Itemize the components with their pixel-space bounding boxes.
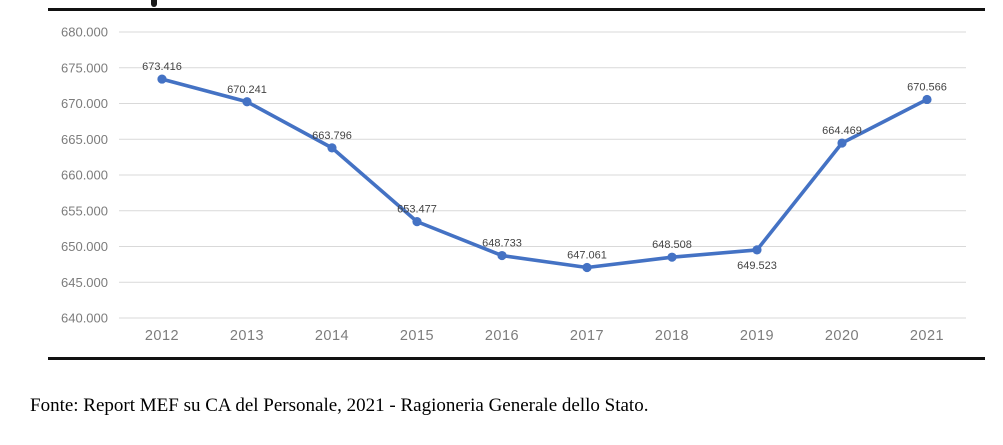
data-point-label: 653.477 <box>397 204 437 216</box>
y-tick-label: 665.000 <box>61 132 108 147</box>
y-tick-label: 640.000 <box>61 311 108 326</box>
y-tick-label: 670.000 <box>61 96 108 111</box>
x-tick-label: 2020 <box>825 328 859 344</box>
data-point-label: 670.241 <box>227 84 267 96</box>
data-point-label: 648.508 <box>652 239 692 251</box>
x-tick-label: 2013 <box>230 328 264 344</box>
x-tick-label: 2018 <box>655 328 689 344</box>
data-point-label: 663.796 <box>312 130 352 142</box>
series-line <box>160 77 929 270</box>
line-chart: 680.000 675.000 670.000 665.000 660.000 655.0… <box>61 25 966 344</box>
x-tick-label: 2015 <box>400 328 434 344</box>
bottom-border-rule <box>48 357 985 360</box>
top-border-rule <box>48 8 985 11</box>
data-point-marker <box>752 245 762 255</box>
data-point-label: 670.566 <box>907 81 947 93</box>
x-tick-label: 2014 <box>315 328 349 344</box>
data-point-marker <box>922 94 932 105</box>
data-point-label: 649.523 <box>737 260 777 272</box>
x-tick-label: 2021 <box>910 328 944 344</box>
data-point-label: 647.061 <box>567 250 607 262</box>
x-tick-label: 2012 <box>145 328 179 344</box>
y-tick-label: 675.000 <box>61 60 108 75</box>
data-point-marker <box>667 252 677 262</box>
x-tick-label: 2017 <box>570 328 604 344</box>
data-point-label: 648.733 <box>482 238 522 250</box>
y-tick-label: 650.000 <box>61 239 108 254</box>
source-note: Fonte: Report MEF su CA del Personale, 2… <box>30 395 649 416</box>
cropped-title-fragment <box>151 0 157 7</box>
data-point-label: 673.416 <box>142 61 182 73</box>
data-point-marker <box>497 250 507 261</box>
data-point-marker <box>157 74 167 84</box>
y-tick-label: 680.000 <box>61 25 108 40</box>
data-point-marker <box>837 138 847 148</box>
data-point-marker <box>582 262 592 273</box>
data-point-marker <box>242 97 252 107</box>
data-point-marker <box>412 217 422 227</box>
y-tick-label: 655.000 <box>61 203 108 218</box>
data-point-label: 664.469 <box>822 125 862 137</box>
x-tick-label: 2016 <box>485 328 519 344</box>
y-tick-label: 660.000 <box>61 168 108 183</box>
data-point-marker <box>327 143 337 153</box>
y-tick-label: 645.000 <box>61 275 108 290</box>
x-tick-label: 2019 <box>740 328 774 344</box>
